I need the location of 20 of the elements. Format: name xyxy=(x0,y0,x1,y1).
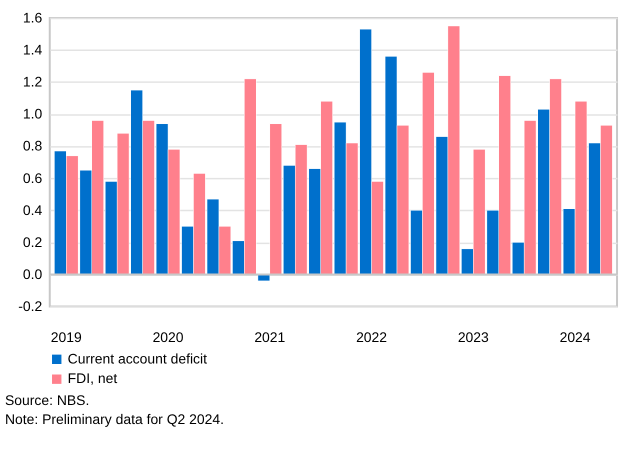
y-tick-label: 1.0 xyxy=(22,106,43,122)
y-tick-label: 1.4 xyxy=(22,41,43,58)
legend-label: Current account deficit xyxy=(68,350,208,366)
legend-label: FDI, net xyxy=(68,370,118,386)
source-note: Source: NBS. xyxy=(4,392,90,408)
y-tick-label: 0.6 xyxy=(22,170,43,186)
y-tick-label: 1.6 xyxy=(22,9,43,26)
x-tick-label: 2020 xyxy=(152,328,184,345)
y-tick-label: -0.2 xyxy=(18,298,43,314)
y-tick-label: 0.2 xyxy=(22,234,43,250)
text: Note: Preliminary data for Q2 2024. xyxy=(4,410,224,427)
y-tick-label: 0.0 xyxy=(22,266,43,282)
x-tick-label: 2021 xyxy=(254,328,286,345)
y-tick-label: 0.4 xyxy=(22,202,43,218)
x-tick-label: 2023 xyxy=(458,328,490,345)
y-tick-label: 0.8 xyxy=(22,138,43,154)
y-tick-label: 1.2 xyxy=(22,74,43,90)
x-tick-label: 2022 xyxy=(356,328,388,345)
x-tick-label: 2019 xyxy=(50,328,82,345)
x-tick-label: 2024 xyxy=(560,328,591,345)
